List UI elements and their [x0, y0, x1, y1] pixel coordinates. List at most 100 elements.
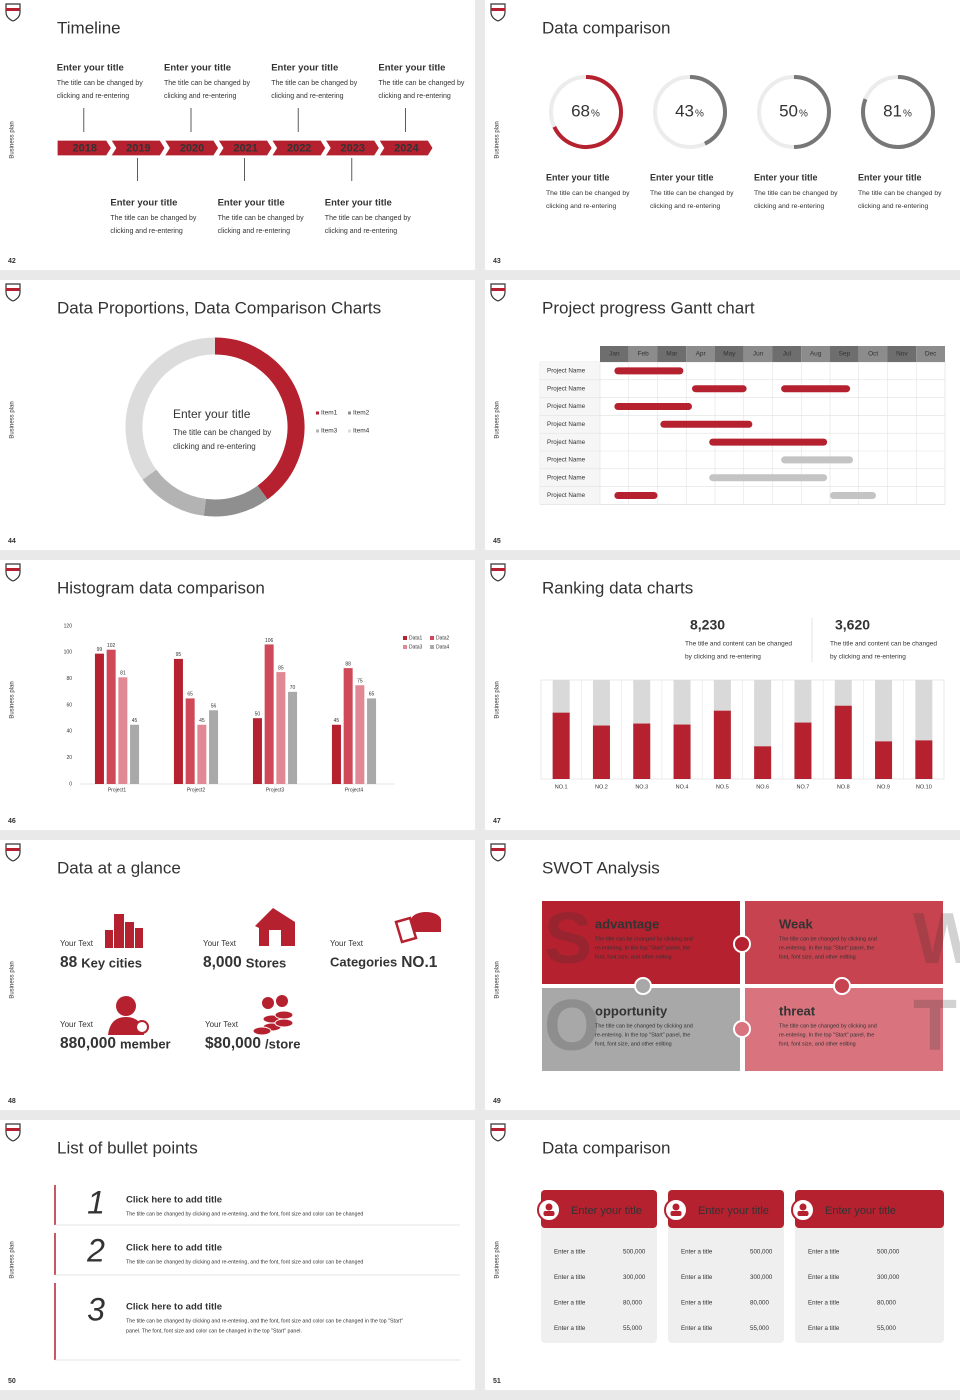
- event-text: The title can be changed by: [378, 80, 465, 87]
- gantt-header-cell: [715, 346, 744, 362]
- row-value: 55,000: [750, 1325, 769, 1332]
- page-number: 47: [493, 818, 501, 825]
- swot-text: re-entering. In the top "Start" panel, t…: [779, 1032, 874, 1038]
- bar: [197, 724, 207, 784]
- timeline-segment: [56, 139, 113, 157]
- swot-text: font, font size, and other editing: [595, 954, 672, 960]
- logo-band: [6, 848, 20, 851]
- page-number: 48: [8, 1098, 16, 1105]
- icon-coin: [274, 1018, 294, 1028]
- event-text: clicking and re-entering: [325, 228, 397, 235]
- logo: [5, 283, 21, 302]
- legend-marker: [403, 636, 407, 640]
- rank-bar: [794, 722, 812, 779]
- bar-value-label: 70: [290, 685, 296, 691]
- logo: [5, 3, 21, 22]
- row-label: Enter a title: [808, 1325, 840, 1332]
- slide-title: Data at a glance: [57, 858, 181, 877]
- swot-quadrant: [745, 988, 943, 1071]
- gantt-bar: [660, 420, 753, 428]
- x-tick-label: NO.1: [555, 784, 568, 790]
- gantt-month: Jun: [753, 351, 764, 358]
- bar-value-label: 45: [334, 718, 340, 724]
- swot-knob: [833, 977, 851, 995]
- bar-value-label: 50: [255, 711, 261, 717]
- icon-box: [394, 916, 418, 944]
- item-title: Enter your title: [754, 172, 818, 182]
- slide-background: [0, 0, 475, 270]
- card-header: [795, 1190, 944, 1228]
- timeline-segment: [323, 139, 381, 157]
- bullet-title: Click here to add title: [126, 1195, 222, 1206]
- ring-value: 43: [675, 101, 694, 120]
- slide-background: [0, 840, 475, 1110]
- card-icon-glyph: [799, 1203, 807, 1211]
- x-tick-label: NO.5: [716, 784, 729, 790]
- ring-value: 68: [571, 101, 590, 120]
- legend-label: Item1: [321, 410, 338, 417]
- legend-label: Data2: [436, 635, 450, 641]
- x-tick-label: NO.9: [877, 784, 890, 790]
- bullet-number: 1: [87, 1184, 105, 1220]
- rank-bar: [592, 725, 610, 779]
- stat-text: by clicking and re-entering: [830, 654, 906, 661]
- y-tick-label: 80: [66, 676, 72, 682]
- stat-value: 3,620: [835, 617, 870, 633]
- ring-unit: %: [591, 109, 600, 120]
- x-tick-label: NO.4: [676, 784, 689, 790]
- gantt-month: Feb: [638, 351, 650, 358]
- gantt-bar: [614, 403, 692, 410]
- row-label: Enter a title: [554, 1274, 586, 1281]
- icon-building: [135, 928, 143, 948]
- card-title: Enter your title: [571, 1205, 642, 1217]
- item-text: clicking and re-entering: [546, 203, 616, 210]
- brand-label: Business plan: [10, 121, 16, 158]
- stat-text: The title and content can be changed: [830, 641, 937, 648]
- ring-arc: [552, 75, 623, 149]
- x-tick-label: NO.2: [595, 784, 608, 790]
- slide: Business plan 45 Project progress Gantt ch…: [485, 280, 960, 550]
- row-label: Enter a title: [681, 1325, 713, 1332]
- logo: [490, 3, 506, 22]
- icon-head: [116, 996, 136, 1016]
- x-tick-label: NO.6: [756, 784, 769, 790]
- row-label: Enter a title: [554, 1325, 586, 1332]
- brand-label: Business plan: [495, 681, 501, 718]
- bar-value-label: 81: [120, 671, 126, 677]
- slide: Business plan 48 Data at a glance Your Text…: [0, 840, 475, 1110]
- logo-band: [491, 1128, 505, 1131]
- slide: Business plan 43 Data comparison 68 % Enter y…: [485, 0, 960, 270]
- bar-value-label: 88: [345, 661, 351, 667]
- legend-marker: [316, 411, 319, 415]
- ring-arc: [861, 75, 935, 149]
- logo: [490, 283, 506, 302]
- rank-bar: [552, 712, 570, 779]
- row-value: 80,000: [623, 1300, 642, 1307]
- slide: Business plan 44 Data Proportions, Data Co…: [0, 280, 475, 550]
- item-title: Enter your title: [546, 172, 610, 182]
- rank-bar: [834, 705, 852, 779]
- legend-marker: [316, 429, 319, 433]
- swot-text: font, font size, and other editing: [779, 954, 856, 960]
- donut-segment: [214, 337, 305, 500]
- task-name: Project Name: [547, 439, 586, 446]
- task-name: Project Name: [547, 368, 586, 375]
- swot-title: threat: [779, 1003, 816, 1018]
- donut-segment: [125, 337, 216, 480]
- y-tick-label: 20: [66, 755, 72, 761]
- bar: [209, 710, 219, 784]
- item-suffix: Key cities: [81, 955, 142, 970]
- slide: Business plan 46 Histogram data comparison…: [0, 560, 475, 830]
- icon-plus: [135, 1020, 149, 1034]
- gantt-header-cell: [772, 346, 802, 362]
- card-header: [668, 1190, 784, 1228]
- swot-quadrant: [745, 901, 943, 984]
- bar-value-label: 106: [265, 638, 274, 644]
- swot-knob: [733, 1020, 751, 1038]
- logo-band: [491, 568, 505, 571]
- brand-label: Business plan: [10, 681, 16, 718]
- item-text: The title can be changed by: [858, 190, 942, 197]
- gantt-header-cell: [801, 346, 830, 362]
- card-title: Enter your title: [825, 1205, 896, 1217]
